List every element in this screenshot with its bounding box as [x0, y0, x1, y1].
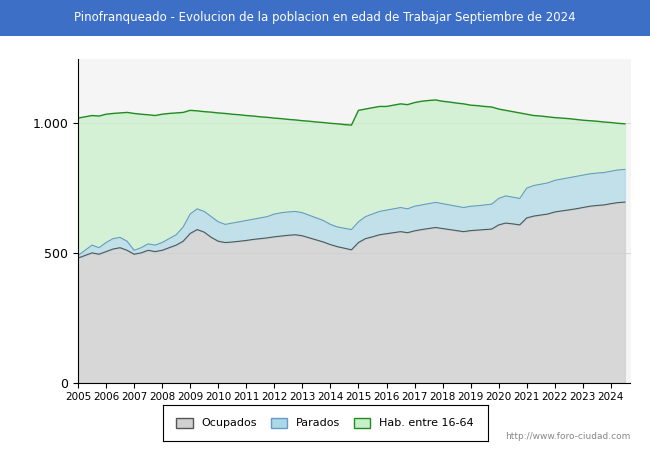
Text: http://www.foro-ciudad.com: http://www.foro-ciudad.com — [505, 432, 630, 441]
Legend: Ocupados, Parados, Hab. entre 16-64: Ocupados, Parados, Hab. entre 16-64 — [172, 413, 478, 433]
Text: Pinofranqueado - Evolucion de la poblacion en edad de Trabajar Septiembre de 202: Pinofranqueado - Evolucion de la poblaci… — [74, 12, 576, 24]
